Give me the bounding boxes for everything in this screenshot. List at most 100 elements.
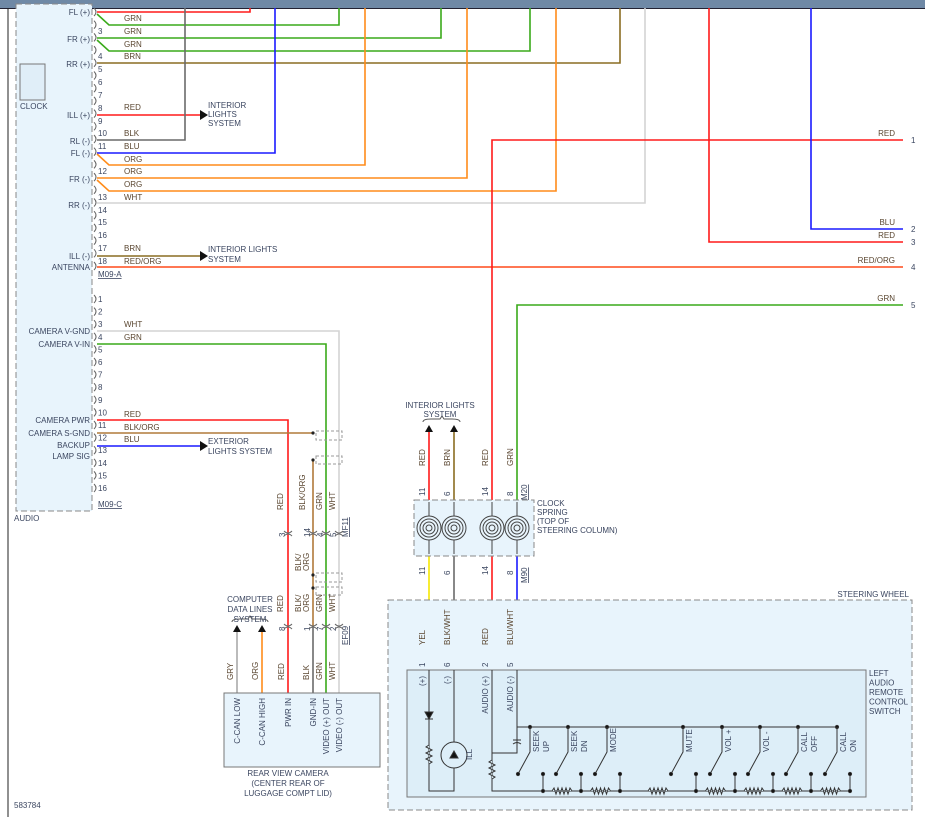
wire-color-label: ORG — [302, 553, 311, 571]
pin-bracket — [93, 121, 97, 131]
destination-exterior-lights: EXTERIOR — [208, 437, 249, 446]
wire-color-label: BLK/WHT — [443, 609, 452, 645]
wire-color-label: RED/ORG — [124, 257, 161, 266]
switch-title: CONTROL — [869, 698, 909, 707]
switch-blade-icon — [824, 727, 838, 775]
pin-number: 13 — [98, 193, 107, 202]
contact-dot — [578, 771, 584, 777]
junction-dot — [693, 788, 699, 794]
wire-color-label: ORG — [124, 180, 142, 189]
pin-number: 4 — [98, 52, 103, 61]
pin-number: 8 — [98, 383, 103, 392]
pin-number: 5 — [329, 532, 338, 537]
shield-marks — [315, 430, 343, 596]
contact-dot — [693, 771, 699, 777]
switch-blade-icon — [709, 727, 723, 775]
arrow-up-icon — [258, 625, 266, 632]
wire-color-label: RED — [277, 663, 286, 680]
brace-icon — [422, 415, 461, 423]
pin-bracket — [93, 319, 97, 329]
camera-pin-label: C-CAN HIGH — [258, 698, 267, 746]
button-label-seek-dn: DN — [580, 740, 589, 752]
pin-bracket — [93, 160, 97, 169]
wire-color-label: GRN — [315, 662, 324, 680]
pin-bracket — [93, 71, 97, 80]
wire-org-3 — [96, 8, 557, 192]
pin-bracket — [93, 345, 97, 354]
wire-color-label: WHT — [328, 594, 337, 612]
pin-number: 6 — [443, 662, 452, 667]
pin-number: 3 — [278, 532, 287, 537]
wire-color-label: BLU — [124, 142, 140, 151]
wire-grn-2 — [97, 8, 442, 39]
wire-color-label: BLU/WHT — [506, 609, 515, 645]
pin-number: 1 — [303, 626, 312, 631]
switch-blade-icon — [517, 727, 531, 775]
destination-interior-lights: INTERIOR LIGHTS — [405, 401, 474, 410]
pin-number: 8 — [506, 570, 515, 575]
wire-color-label: ORG — [124, 155, 142, 164]
pin-number: 11 — [418, 487, 427, 496]
wire-color-label: WHT — [328, 492, 337, 510]
pin-number: 4 — [911, 263, 916, 272]
button-label-seek-dn: SEEK — [570, 730, 579, 752]
arrow-right-icon — [200, 441, 208, 451]
destination-interior-lights: INTERIOR — [208, 101, 246, 110]
connector-bracket — [308, 530, 318, 537]
contact-dot — [770, 771, 776, 777]
contact-dot — [592, 771, 598, 777]
button-label-seek-up: SEEK — [532, 730, 541, 752]
connector-id: M09-C — [98, 500, 122, 509]
clock-label: CLOCK — [20, 102, 48, 111]
button-label-call-off: OFF — [810, 736, 819, 752]
pin-function-label: RR (-) — [68, 201, 90, 210]
pin-number: 3 — [98, 320, 103, 329]
clock-spring-title: STEERING COLUMN) — [537, 526, 618, 535]
steering-wheel-label: STEERING WHEEL — [837, 590, 909, 599]
pin-number: 1 — [98, 295, 103, 304]
connector-bracket — [283, 530, 293, 537]
terminal-label: AUDIO (+) — [481, 676, 490, 714]
contact-dot — [617, 771, 623, 777]
button-label-vol-: VOL - — [762, 731, 771, 752]
wire-color-label: BLK — [124, 129, 140, 138]
arrow-up-icon — [425, 425, 433, 432]
wire-color-label: BLU — [124, 435, 140, 444]
pin-number: 9 — [98, 396, 103, 405]
pin-number: 14 — [481, 487, 490, 496]
pin-bracket — [93, 223, 97, 233]
wire-color-label: YEL — [418, 629, 427, 645]
wire-grn-1 — [96, 8, 340, 26]
connector-id: M09-A — [98, 270, 122, 279]
wire-color-label: BLU — [879, 218, 895, 227]
wire-color-label: RED — [878, 231, 895, 240]
wire-color-label: BLK/ — [294, 594, 303, 612]
pin-number: 12 — [98, 434, 107, 443]
connector-bracket — [283, 623, 293, 630]
pin-function-label: CAMERA V-GND — [29, 327, 91, 336]
pin-number: 11 — [418, 566, 427, 575]
clock-spring-coil-icon — [422, 521, 436, 535]
clock-spring-title: SPRING — [537, 508, 568, 517]
button-label-vol-: VOL + — [724, 729, 733, 752]
clock-spring-coil-icon — [447, 521, 461, 535]
destination-computer-data-lines: DATA LINES — [227, 605, 272, 614]
destination-interior-lights: SYSTEM — [208, 255, 241, 264]
wire-color-label: GRN — [124, 27, 142, 36]
clock-spring-coil-icon — [444, 518, 464, 538]
pin-bracket — [93, 261, 97, 271]
pin-number: 6 — [98, 78, 103, 87]
pin-bracket — [93, 58, 97, 68]
contact-dot — [515, 771, 521, 777]
contact-dot — [707, 771, 713, 777]
pin-bracket — [93, 83, 97, 93]
pin-function-label: CAMERA S-GND — [28, 429, 90, 438]
wire-color-label: BRN — [124, 52, 141, 61]
wire-color-label: BRN — [124, 244, 141, 253]
pin-number: 8 — [98, 104, 103, 113]
pin-number: 1 — [418, 662, 427, 667]
rear-camera-title: (CENTER REAR OF — [251, 779, 324, 788]
wire-red-3 — [708, 8, 903, 243]
wire-blu-2 — [810, 8, 903, 230]
